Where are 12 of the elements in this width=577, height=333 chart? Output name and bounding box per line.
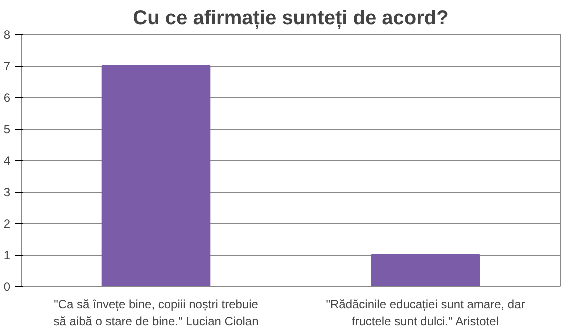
y-tick-label: 4 [4,154,11,168]
y-tick-label: 3 [4,186,11,200]
y-tick-label: 7 [4,60,11,74]
y-tick-label: 5 [4,122,11,136]
x-tick-label: "Rădăcinile educației sunt amare, dar fructele sunt dulci." Aristotel [326,298,526,328]
y-tick-label: 8 [4,28,11,42]
chart-title: Cu ce afirmație sunteți de acord? [133,8,449,30]
y-tick-label: 0 [4,280,11,294]
y-tick-label: 2 [4,217,11,231]
y-tick-label: 1 [4,248,11,262]
x-tick-label: "Ca să învețe bine, copiii noștri trebuie să aibă o stare de bine." Lucian Ciolan [54,298,259,328]
y-tick-label: 6 [4,91,11,105]
